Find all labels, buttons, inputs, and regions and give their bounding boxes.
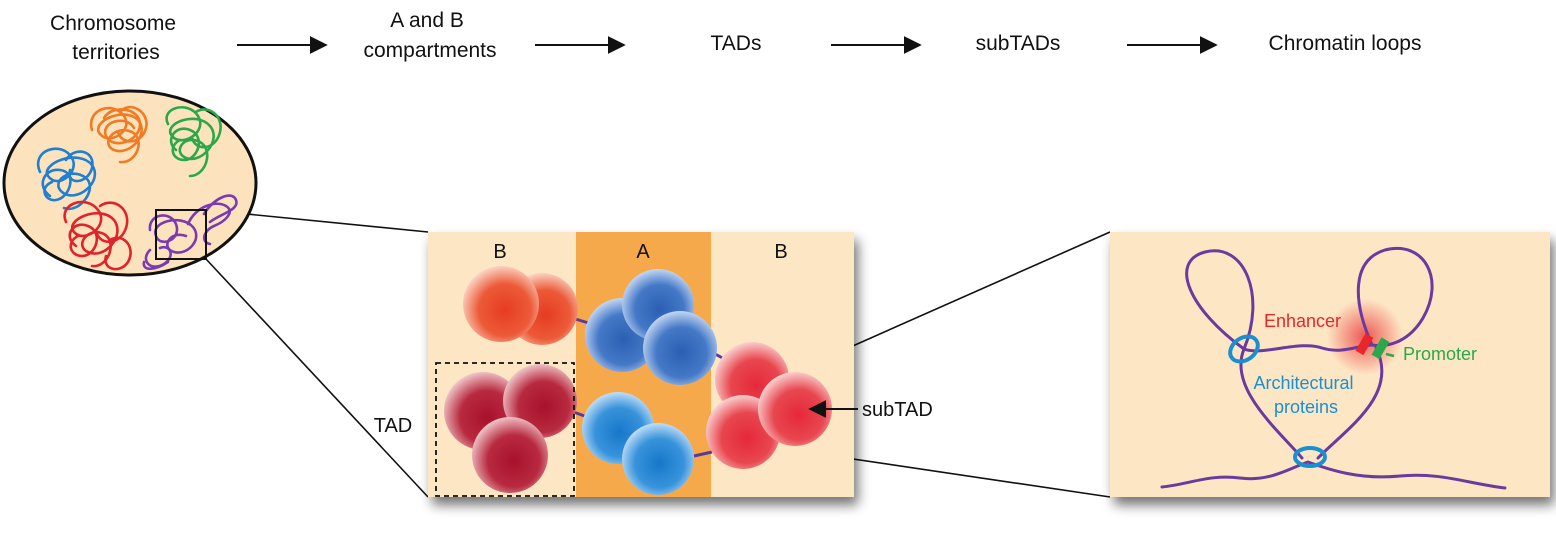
compartment-b-right-label: B <box>774 241 787 263</box>
hierarchy-row: Chromosome territories A and B compartme… <box>50 9 1421 64</box>
compartment-b-left-label: B <box>493 241 506 263</box>
territory-purple <box>142 194 238 271</box>
step-compartments: A and B compartments <box>363 9 496 62</box>
territory-orange <box>89 105 148 164</box>
tad-label: TAD <box>374 415 413 437</box>
step-chromatin-loops: Chromatin loops <box>1269 32 1422 55</box>
compartments-panel: B A B TAD subTAD <box>374 232 933 497</box>
enhancer-label: Enhancer <box>1264 311 1341 331</box>
sphere-blue <box>643 311 717 385</box>
step-tads: TADs <box>711 32 762 55</box>
zoom-box <box>155 209 207 260</box>
enhancer-mark <box>1355 333 1374 356</box>
architectural-ring <box>1293 446 1327 468</box>
territory-blue <box>36 147 96 211</box>
territory-green <box>165 106 222 178</box>
sphere-orange <box>463 266 539 342</box>
loops-panel: Enhancer Promoter Architectural proteins <box>1110 232 1550 497</box>
architectural-label: Architectural proteins <box>1253 373 1358 417</box>
territory-red <box>63 200 132 271</box>
promoter-label: Promoter <box>1403 344 1477 364</box>
sphere-light-blue <box>622 423 694 495</box>
architectural-ring <box>1228 334 1260 364</box>
sphere-dark-red <box>472 417 548 493</box>
step-chromosome-territories: Chromosome territories <box>50 12 182 64</box>
subtad-label: subTAD <box>862 399 933 421</box>
sphere-red <box>758 372 832 446</box>
compartment-a-label: A <box>636 241 650 263</box>
promoter-mark <box>1371 337 1390 360</box>
step-subtads: subTADs <box>976 32 1061 55</box>
promoter-arrow <box>1385 352 1395 358</box>
nucleus <box>2 89 258 277</box>
